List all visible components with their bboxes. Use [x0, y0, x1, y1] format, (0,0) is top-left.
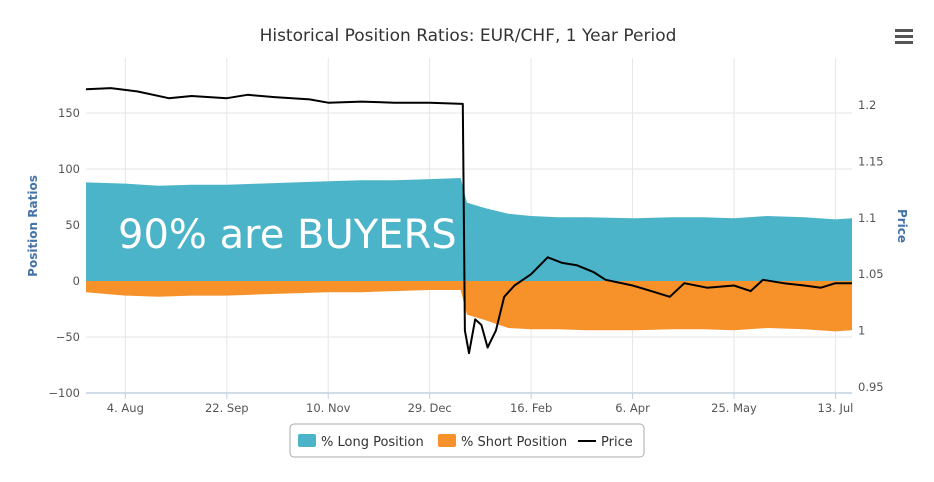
buyers-overlay-text: 90% are BUYERS [118, 212, 457, 258]
legend-short-label: % Short Position [461, 435, 567, 450]
y-left-tick-label: 50 [65, 218, 80, 232]
x-tick-label: 25. May [711, 401, 757, 415]
legend-item-short[interactable]: % Short Position [438, 434, 567, 450]
y-left-tick-label: 0 [73, 274, 80, 288]
y-right-tick-label: 1.15 [858, 154, 884, 168]
x-tick-label: 6. Apr [615, 401, 650, 415]
legend-item-long[interactable]: % Long Position [298, 434, 424, 450]
y-left-tick-label: 150 [58, 106, 80, 120]
y-axis-left-title: Position Ratios [26, 175, 40, 277]
x-tick-label: 22. Sep [205, 401, 249, 415]
legend-box [289, 423, 645, 458]
legend-item-price[interactable]: Price [578, 435, 633, 450]
short-position-area [86, 281, 852, 332]
x-tick-label: 10. Nov [306, 401, 351, 415]
legend-price-label: Price [601, 435, 633, 450]
x-tick-label: 13. Jul [818, 401, 854, 415]
x-tick-label: 16. Feb [510, 401, 552, 415]
axes: 150 100 50 0 −50 −100 1.2 1.15 1.1 1.05 1 0.95 4. Au… [48, 98, 883, 415]
y-right-tick-label: 1.05 [858, 267, 884, 281]
y-right-tick-label: 1 [858, 324, 865, 338]
legend-long-swatch [298, 434, 316, 447]
y-left-tick-label: 100 [58, 162, 80, 176]
price-series [85, 87, 852, 355]
y-right-tick-label: 1.2 [858, 98, 876, 112]
legend-short-swatch [438, 434, 456, 447]
hamburger-menu-icon[interactable] [892, 26, 916, 48]
legend: % Long Position % Short Position Price [289, 423, 645, 458]
y-left-tick-label: −100 [48, 386, 80, 400]
legend-long-label: % Long Position [321, 435, 424, 450]
chart-title: Historical Position Ratios: EUR/CHF, 1 Y… [260, 26, 677, 46]
y-right-tick-label: 0.95 [858, 380, 884, 394]
y-right-tick-label: 1.1 [858, 211, 876, 225]
long-position-area [86, 178, 852, 281]
x-tick-label: 4. Aug [107, 401, 144, 415]
y-axis-right-title: Price [895, 209, 909, 243]
price-line [85, 87, 852, 355]
x-tick-label: 29. Dec [408, 401, 452, 415]
y-left-tick-label: −50 [56, 330, 80, 344]
